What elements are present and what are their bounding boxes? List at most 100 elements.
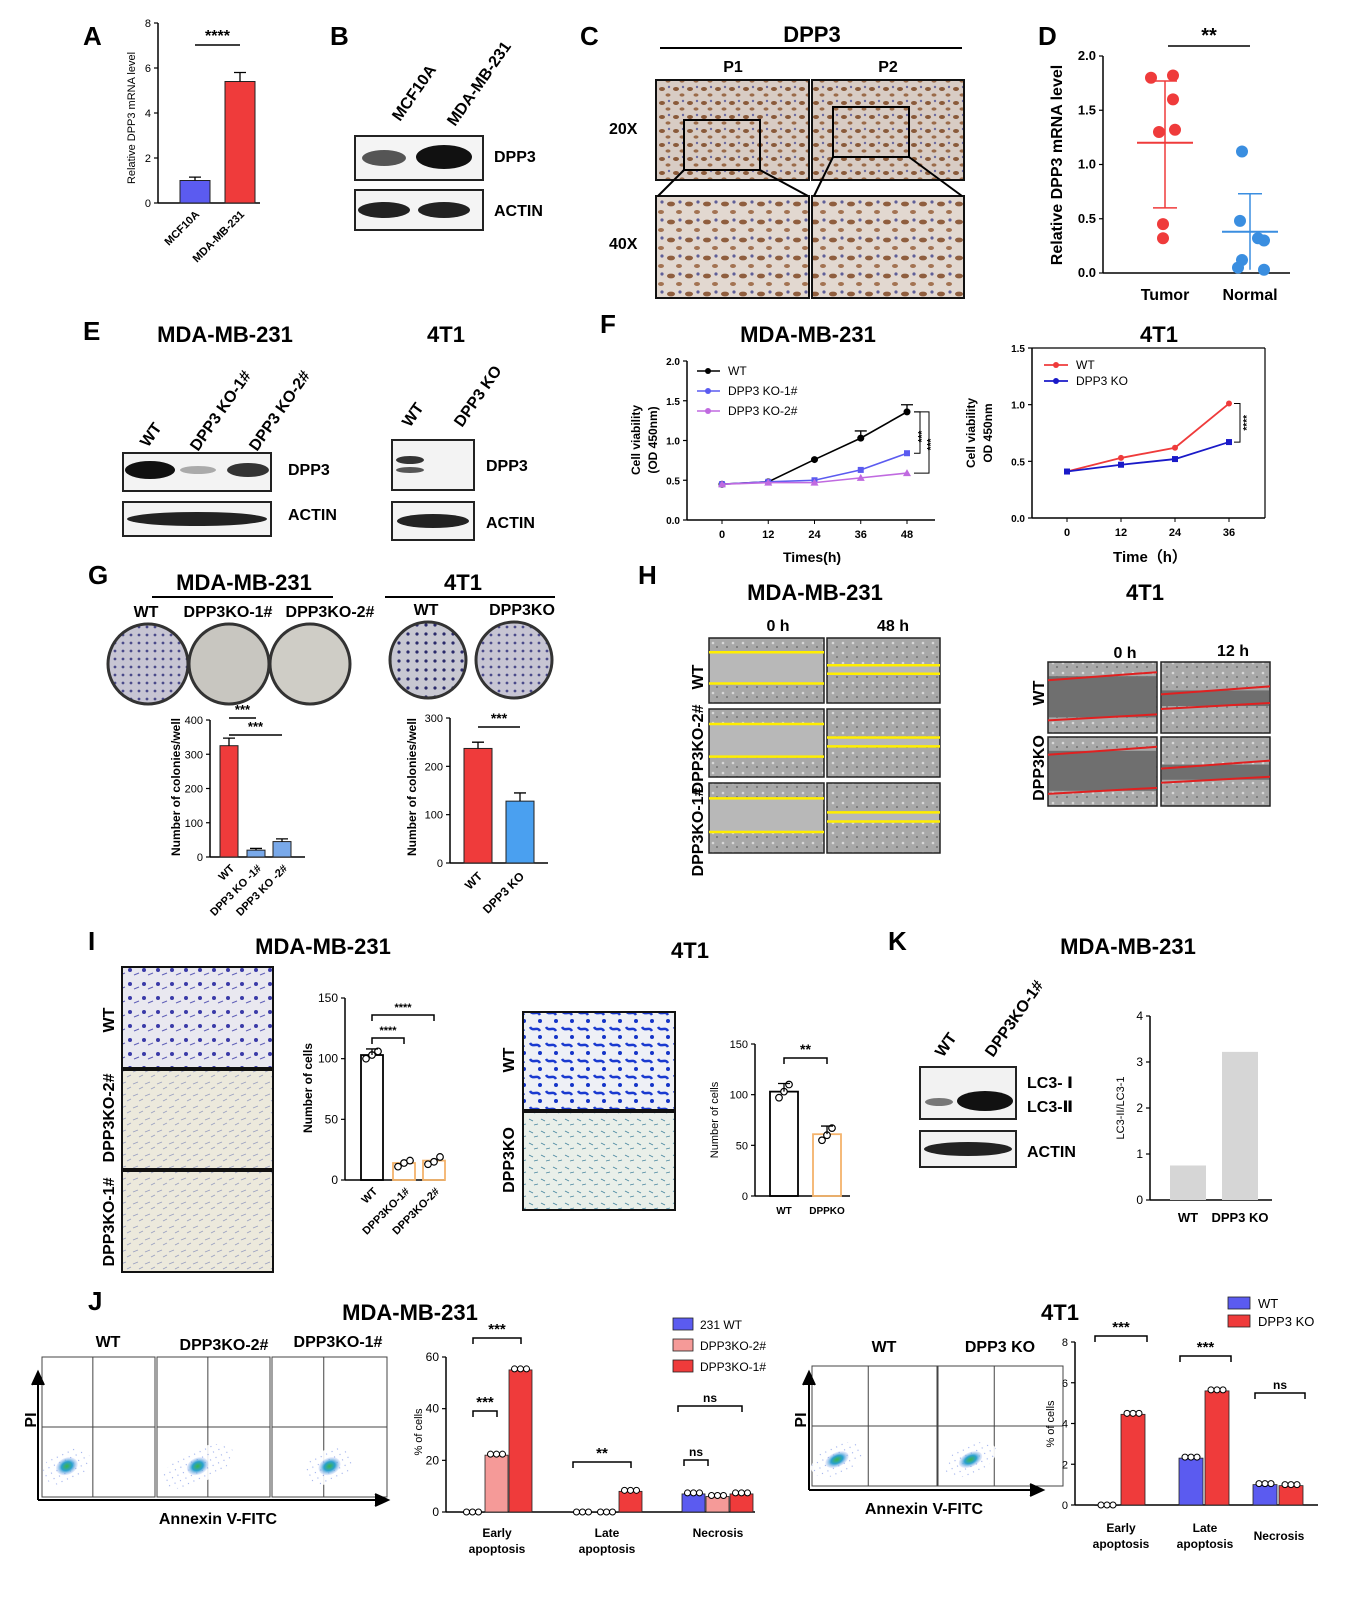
j-left-sig-label: ** bbox=[596, 1445, 608, 1462]
panel-g: G MDA-MB-231 4T1 WT DPP3KO-1# DPP3KO-2# … bbox=[88, 560, 555, 919]
f-left-legend-marker bbox=[705, 368, 711, 374]
j-left-sig-bracket bbox=[472, 1410, 498, 1417]
i-row-ko1: DPP3KO-1# bbox=[101, 1177, 118, 1266]
j-right-bar-0-2 bbox=[1252, 1484, 1278, 1506]
i-axes: 050100150WTDPP3KO-1#DPP3KO-2#********050… bbox=[318, 991, 850, 1237]
f-right-point-ko bbox=[1226, 439, 1232, 446]
j-left-y-arrow bbox=[31, 1369, 45, 1500]
j-left-xtick-label: Late bbox=[595, 1526, 620, 1540]
g-left-ytick-label: 300 bbox=[185, 749, 203, 761]
f-left-xlabel: Times(h) bbox=[783, 549, 841, 565]
h-right-wound-gap bbox=[1162, 764, 1269, 780]
h-left-wound-gap bbox=[828, 812, 939, 822]
f-left-ytick-label: 2.0 bbox=[666, 357, 680, 368]
i-left-ytick-label: 50 bbox=[325, 1112, 339, 1126]
f-left-title: MDA-MB-231 bbox=[740, 322, 876, 347]
panel-f: F MDA-MB-231 4T1 Cell viability (OD 450n… bbox=[600, 309, 1266, 566]
f-right-legend-marker bbox=[1053, 378, 1059, 384]
j-left-yaxis: PI bbox=[23, 1412, 40, 1427]
k-lane-ko: DPP3KO-1# bbox=[982, 978, 1047, 1061]
g-left-ylabel: Number of colonies/well bbox=[169, 718, 183, 856]
i-right-title: 4T1 bbox=[671, 938, 709, 963]
j-left-dot bbox=[609, 1508, 616, 1516]
j-left-sig-bracket bbox=[683, 1459, 709, 1466]
j-left-bar-1-0 bbox=[484, 1454, 509, 1513]
c-row-20x: 20X bbox=[609, 121, 638, 138]
j-right-dot bbox=[1187, 1453, 1195, 1461]
f-left-legend-marker bbox=[705, 408, 711, 414]
f-left-xtick-label: 0 bbox=[719, 529, 725, 541]
f-right-line-1 bbox=[1066, 441, 1230, 473]
h-left-title: MDA-MB-231 bbox=[747, 580, 883, 605]
e-band-actin-right bbox=[397, 514, 469, 528]
j-left-bar-0-2 bbox=[681, 1493, 706, 1513]
j-left-dot bbox=[579, 1508, 586, 1516]
i-right-ytick-label: 50 bbox=[736, 1140, 748, 1152]
j-right-bar-1-1 bbox=[1204, 1390, 1230, 1506]
b-band-mcf10a bbox=[362, 150, 406, 166]
j-right-sig-bracket bbox=[1094, 1335, 1148, 1342]
d-point-tumor bbox=[1169, 123, 1181, 136]
j-left-sig-label: ns bbox=[689, 1445, 703, 1459]
j-left-xtick-label: apoptosis bbox=[579, 1542, 636, 1556]
j-left-x-arrow bbox=[38, 1493, 391, 1507]
panel-letter-f: F bbox=[600, 309, 616, 339]
panel-h: H MDA-MB-231 4T1 0 h 48 h WT DPP3KO-2# D… bbox=[638, 560, 1271, 876]
j-left-dot bbox=[573, 1508, 580, 1516]
f-left-point-ko2 bbox=[764, 478, 773, 486]
h-right-time-12: 12 h bbox=[1217, 643, 1249, 660]
i-right-ytick-label: 0 bbox=[742, 1191, 748, 1203]
d-point-normal bbox=[1234, 214, 1246, 227]
d-point-normal bbox=[1236, 145, 1248, 158]
k-bar-0 bbox=[1170, 1165, 1206, 1200]
i-right-row-ko: DPP3KO bbox=[501, 1127, 518, 1193]
panel-c: C DPP3 P1 P2 20X 40X bbox=[580, 21, 965, 299]
j-flow-plots bbox=[31, 1356, 1064, 1507]
j-right-xtick-label: Necrosis bbox=[1254, 1529, 1305, 1543]
i-left-xtick-label: WT bbox=[360, 1185, 381, 1206]
j-left-dot bbox=[633, 1486, 640, 1494]
g-plate-label-ko2: DPP3KO-2# bbox=[286, 604, 375, 621]
g-plate-ko1 bbox=[187, 622, 271, 706]
j-right-flow-label-ko: DPP3 KO bbox=[965, 1339, 1035, 1356]
h-right-wound-edge bbox=[1047, 713, 1158, 722]
i-image-4t1-wt bbox=[522, 1011, 676, 1111]
e-band-wt bbox=[125, 461, 175, 479]
j-right-dot bbox=[1267, 1480, 1275, 1488]
j-left-xtick-label: Necrosis bbox=[693, 1526, 744, 1540]
h-row-wt: WT bbox=[690, 664, 707, 689]
h-left-wound-gap bbox=[710, 723, 823, 757]
c-image-p1-20x bbox=[655, 79, 810, 181]
f-right-ytick-label: 1.5 bbox=[1011, 344, 1025, 355]
h-left-wound-gap bbox=[710, 798, 823, 832]
k-axes: 0 1 2 3 4 WT DPP3 KO bbox=[1136, 1009, 1272, 1225]
j-right-ytick-label: 0 bbox=[1062, 1500, 1068, 1512]
d-point-tumor bbox=[1157, 232, 1169, 245]
j-left-dot bbox=[714, 1492, 721, 1499]
h-right-time-0: 0 h bbox=[1113, 645, 1136, 662]
a-ytick-label: 6 bbox=[145, 63, 151, 75]
a-errorbar bbox=[234, 71, 246, 82]
a-bar-1 bbox=[224, 81, 256, 204]
f-left-point-ko1 bbox=[857, 466, 864, 473]
j-right-dot bbox=[1109, 1501, 1117, 1509]
panel-i: I MDA-MB-231 4T1 WT DPP3KO-2# DPP3KO-1# … bbox=[88, 926, 850, 1273]
d-axes: 0.0 0.5 1.0 1.5 2.0 Tumor Normal ** bbox=[1078, 25, 1290, 304]
j-left-ytick-label: 0 bbox=[432, 1505, 439, 1519]
f-right-ytick-label: 0.5 bbox=[1011, 457, 1025, 468]
d-ytick-label: 0.0 bbox=[1078, 265, 1096, 280]
panel-j: J MDA-MB-231 4T1 WT DPP3KO-2# DPP3KO-1# … bbox=[23, 1286, 1318, 1556]
j-left-dot bbox=[708, 1492, 715, 1499]
i-image-ko2 bbox=[121, 1069, 274, 1170]
j-right-dot bbox=[1135, 1409, 1143, 1417]
j-left-dot bbox=[517, 1365, 524, 1373]
g-left-ytick-label: 100 bbox=[185, 818, 203, 830]
g-left-xtick-label: WT bbox=[217, 862, 238, 883]
j-right-dot bbox=[1097, 1501, 1105, 1509]
e-lane-ko2: DPP3 KO-2# bbox=[246, 368, 314, 454]
d-ytick-label: 1.0 bbox=[1078, 157, 1096, 172]
k-title: MDA-MB-231 bbox=[1060, 934, 1196, 959]
f-right-xtick-label: 36 bbox=[1223, 527, 1235, 539]
k-lane-wt: WT bbox=[932, 1030, 960, 1060]
